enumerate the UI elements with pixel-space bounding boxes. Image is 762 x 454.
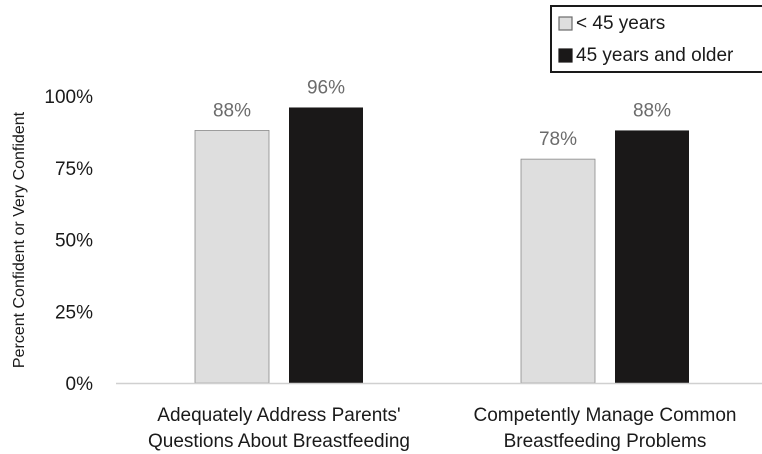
bar-45-and-older-0 — [289, 107, 363, 383]
data-labels: 88% 78% 96% 88% — [213, 77, 671, 150]
data-label: 78% — [539, 129, 577, 150]
bar-45-and-older-1 — [615, 130, 689, 383]
data-label: 96% — [307, 77, 345, 98]
x-category-label: Questions About Breastfeeding — [148, 431, 410, 452]
legend: < 45 years 45 years and older — [550, 5, 762, 73]
bar-under-45-0 — [194, 130, 270, 384]
y-tick-label: 0% — [66, 374, 94, 395]
legend-label: 45 years and older — [576, 45, 734, 66]
x-category-label: Competently Manage Common — [474, 405, 737, 426]
x-category-label: Breastfeeding Problems — [504, 431, 707, 452]
x-axis-categories: Adequately Address Parents' Questions Abo… — [148, 405, 736, 452]
x-category-label: Adequately Address Parents' — [157, 405, 400, 426]
bars — [194, 107, 689, 384]
legend-box — [550, 5, 762, 73]
y-axis-ticks: 0% 25% 50% 75% 100% — [44, 87, 93, 395]
legend-label: < 45 years — [576, 13, 665, 34]
legend-swatch — [558, 16, 573, 31]
legend-swatch — [558, 48, 573, 63]
data-label: 88% — [213, 100, 251, 121]
y-tick-label: 25% — [55, 302, 93, 323]
bar-under-45-1 — [520, 158, 596, 384]
y-tick-label: 100% — [44, 87, 93, 108]
data-label: 88% — [633, 100, 671, 121]
y-tick-label: 50% — [55, 231, 93, 252]
y-axis-title: Percent Confident or Very Confident — [11, 111, 28, 368]
y-tick-label: 75% — [55, 159, 93, 180]
